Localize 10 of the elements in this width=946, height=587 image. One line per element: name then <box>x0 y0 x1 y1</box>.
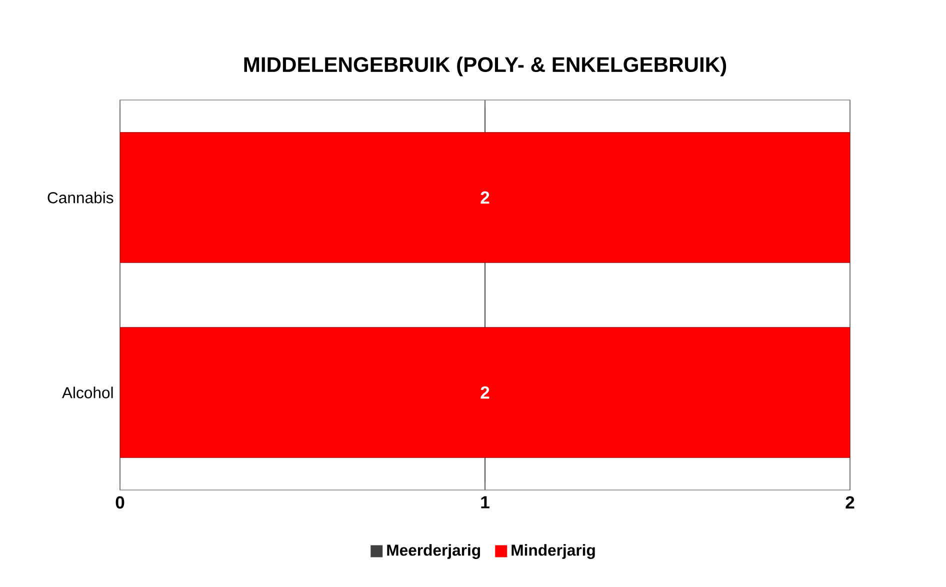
x-tick-label: 1 <box>481 496 490 508</box>
legend-label: Meerderjarig <box>387 544 480 559</box>
data-label: 2 <box>480 386 490 399</box>
data-label: 2 <box>480 191 490 204</box>
y-tick-label: Alcohol <box>62 386 113 398</box>
y-tick-label: Cannabis <box>48 192 114 204</box>
x-tick-label: 2 <box>846 496 854 508</box>
chart-title: MIDDELENGEBRUIK (POLY- & ENKELGEBRUIK) <box>244 56 726 76</box>
x-tick-label: 0 <box>116 496 124 509</box>
legend-label: Minderjarig <box>512 544 595 559</box>
